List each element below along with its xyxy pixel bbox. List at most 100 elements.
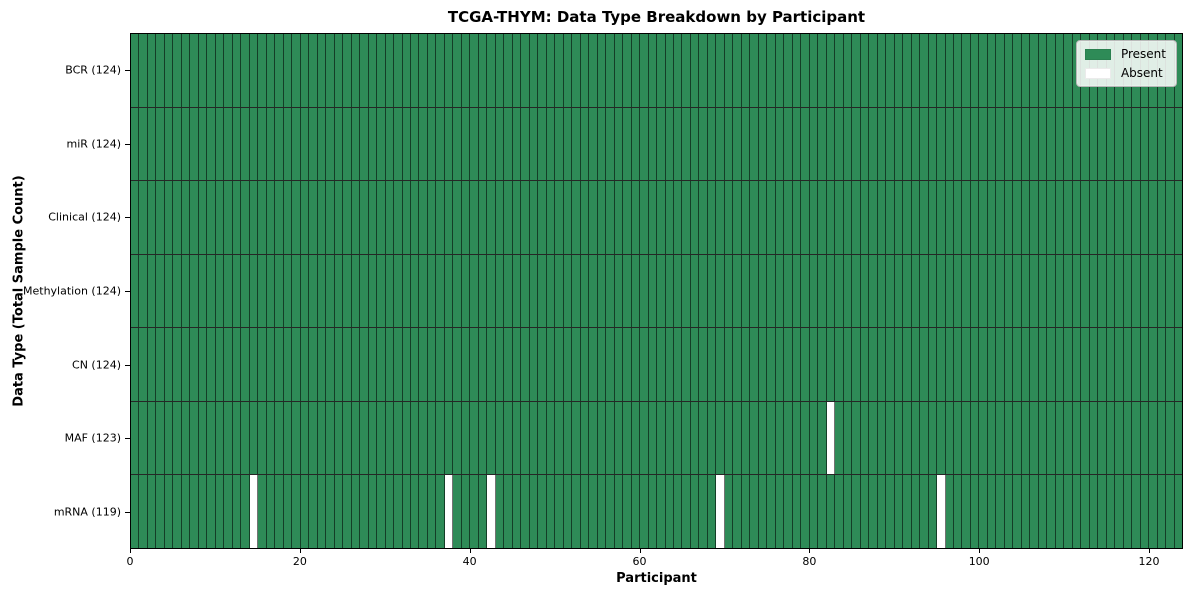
cell-present: [1064, 107, 1073, 181]
cell-present: [767, 34, 776, 107]
cell-present: [377, 107, 386, 181]
cell-present: [835, 107, 844, 181]
cell-present: [920, 328, 929, 401]
cell-present: [979, 34, 988, 107]
cell-present: [911, 254, 921, 328]
cell-present: [623, 34, 632, 107]
cell-present: [801, 34, 810, 107]
cell-present: [147, 254, 157, 328]
cell-present: [589, 181, 598, 254]
cell-present: [987, 475, 997, 549]
cell-present: [283, 254, 293, 328]
cell-present: [309, 401, 318, 475]
cell-present: [292, 181, 301, 254]
legend-entries: Present Absent: [1084, 47, 1166, 80]
cell-present: [580, 328, 590, 401]
cell-present: [300, 401, 310, 475]
cell-present: [928, 475, 938, 549]
cell-present: [1072, 181, 1082, 254]
cell-present: [1157, 328, 1167, 401]
cell-present: [894, 107, 904, 181]
cell-present: [1166, 401, 1175, 475]
cell-present: [427, 254, 437, 328]
cell-present: [555, 34, 564, 107]
cell-present: [258, 34, 267, 107]
cell-present: [1013, 107, 1022, 181]
cell-present: [826, 107, 836, 181]
cell-present: [131, 34, 140, 107]
y-tick-mark: [125, 512, 130, 514]
cell-present: [716, 401, 725, 475]
cell-present: [606, 181, 615, 254]
cell-present: [775, 181, 785, 254]
cell-present: [572, 401, 581, 475]
cell-present: [1004, 254, 1014, 328]
cell-present: [928, 34, 938, 107]
cell-present: [427, 475, 437, 549]
cell-present: [724, 181, 734, 254]
cell-present: [529, 107, 539, 181]
cell-present: [478, 254, 488, 328]
cell-present: [758, 254, 768, 328]
cell-present: [309, 181, 318, 254]
cell-present: [419, 328, 428, 401]
cell-present: [453, 401, 462, 475]
cell-present: [232, 34, 242, 107]
cell-present: [1004, 475, 1014, 549]
cell-present: [241, 34, 250, 107]
cell-present: [1004, 401, 1014, 475]
heatmap-row-mrna: [131, 475, 1183, 549]
cell-present: [987, 254, 997, 328]
cell-present: [139, 328, 148, 401]
cell-present: [767, 181, 776, 254]
cell-present: [377, 401, 386, 475]
cell-present: [215, 328, 225, 401]
cell-present: [674, 475, 683, 549]
cell-present: [886, 254, 895, 328]
cell-present: [648, 254, 658, 328]
cell-present: [410, 254, 420, 328]
cell-present: [317, 181, 327, 254]
cell-present: [487, 34, 496, 107]
cell-present: [818, 107, 827, 181]
cell-present: [665, 328, 674, 401]
cell-present: [478, 107, 488, 181]
cell-present: [860, 181, 870, 254]
cell-present: [300, 34, 310, 107]
cell-present: [928, 328, 938, 401]
cell-present: [775, 401, 785, 475]
cell-present: [478, 181, 488, 254]
cell-present: [190, 34, 199, 107]
cell-present: [597, 34, 607, 107]
cell-present: [504, 401, 513, 475]
cell-absent: [249, 475, 259, 549]
cell-present: [1081, 475, 1090, 549]
cell-present: [546, 328, 556, 401]
cell-present: [1174, 107, 1183, 181]
cell-present: [1132, 181, 1141, 254]
cell-present: [758, 328, 768, 401]
cell-present: [801, 401, 810, 475]
cell-present: [733, 401, 742, 475]
cell-present: [699, 181, 708, 254]
cell-present: [767, 475, 776, 549]
cell-present: [156, 475, 165, 549]
cell-present: [283, 328, 293, 401]
cell-present: [987, 401, 997, 475]
cell-present: [674, 254, 683, 328]
cell-present: [232, 181, 242, 254]
cell-present: [852, 181, 861, 254]
cell-present: [707, 34, 717, 107]
cell-present: [139, 107, 148, 181]
cell-present: [826, 328, 836, 401]
cell-present: [410, 401, 420, 475]
cell-present: [1055, 181, 1065, 254]
cell-present: [444, 328, 454, 401]
cell-present: [1013, 475, 1022, 549]
cell-present: [903, 34, 912, 107]
cell-present: [1055, 328, 1065, 401]
cell-present: [1123, 401, 1133, 475]
cell-present: [283, 401, 293, 475]
heatmap-row-bcr: [131, 34, 1183, 108]
legend-label-absent: Absent: [1120, 66, 1163, 80]
